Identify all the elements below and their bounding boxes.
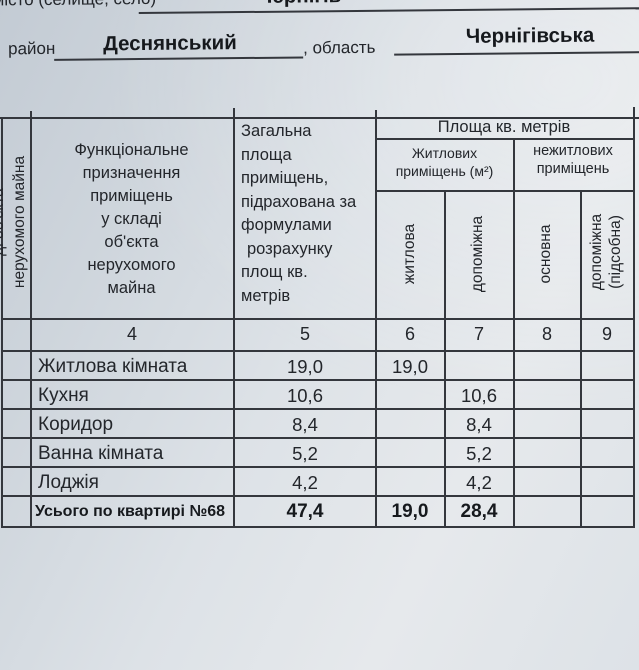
table-total-row: Усього по квартирі №68 47,4 19,0 28,4 bbox=[0, 497, 639, 526]
table-row: Лоджія 4,2 4,2 bbox=[0, 468, 639, 497]
subgroup-header-residential: Житлових приміщень (м²) bbox=[395, 145, 494, 179]
col-header-living-rotated: житлова bbox=[401, 223, 418, 285]
room-total-area: 10,6 bbox=[286, 385, 323, 406]
total-auxiliary-area-value: 28,4 bbox=[460, 501, 498, 522]
col-group-header-area-sq-m: Площа кв. метрів bbox=[437, 118, 571, 136]
col-divider bbox=[580, 190, 582, 528]
room-living-area bbox=[376, 381, 444, 410]
table-border-left bbox=[1, 117, 3, 528]
room-nonres-main-area bbox=[514, 352, 580, 381]
table-border-bottom bbox=[1, 526, 633, 528]
room-auxiliary-area: 5,2 bbox=[466, 443, 492, 464]
room-nonres-aux-area bbox=[581, 352, 633, 381]
room-total-area: 4,2 bbox=[292, 472, 318, 493]
room-total-area: 8,4 bbox=[292, 414, 318, 435]
room-nonres-aux-area bbox=[581, 439, 633, 468]
room-name: Кухня bbox=[38, 385, 89, 406]
room-name: Лоджія bbox=[38, 472, 99, 493]
room-name: Коридор bbox=[38, 414, 114, 435]
table-row: Кухня 10,6 10,6 bbox=[0, 381, 639, 410]
table-border-row bbox=[1, 495, 633, 497]
room-auxiliary-area bbox=[445, 352, 513, 381]
col-divider bbox=[30, 111, 32, 528]
table-border-under-subgroups bbox=[375, 190, 633, 192]
col-divider bbox=[233, 108, 235, 528]
table-row: Коридор 8,4 8,4 bbox=[0, 410, 639, 439]
table-border-row bbox=[1, 466, 633, 468]
col-header-auxiliary-rotated: допоміжна bbox=[469, 215, 486, 293]
room-nonres-main-area bbox=[514, 381, 580, 410]
column-number: 8 bbox=[541, 324, 552, 344]
subgroup-header-nonresidential: нежитлових приміщень bbox=[533, 143, 613, 177]
room-living-area bbox=[376, 468, 444, 497]
table-row: Ванна кімната 5,2 5,2 bbox=[0, 439, 639, 468]
room-nonres-aux-area bbox=[581, 381, 633, 410]
table-border-under-group bbox=[375, 138, 633, 140]
room-total-area: 5,2 bbox=[292, 443, 318, 464]
room-nonres-main-area bbox=[514, 410, 580, 439]
room-name: Житлова кімната bbox=[38, 356, 188, 377]
col-divider bbox=[513, 138, 515, 528]
col-header-main-rotated: основна bbox=[537, 224, 554, 284]
col-header-object-rotated: ді об'єкта нерухомого майна bbox=[0, 155, 28, 289]
room-auxiliary-area: 8,4 bbox=[466, 414, 492, 435]
column-number: 7 bbox=[473, 324, 484, 344]
room-nonres-aux-area bbox=[581, 410, 633, 439]
room-auxiliary-area: 10,6 bbox=[460, 385, 497, 406]
col-header-functional-purpose: Функціональне призначення приміщень у ск… bbox=[74, 141, 189, 297]
column-number: 4 bbox=[126, 324, 137, 344]
col-header-auxiliary-utility-rotated: допоміжна (підсобна) bbox=[588, 213, 624, 291]
table-border-row bbox=[1, 408, 633, 410]
col-divider bbox=[444, 190, 446, 528]
table-border-row bbox=[1, 350, 633, 352]
total-nonres-aux-value bbox=[581, 497, 633, 526]
room-living-area: 19,0 bbox=[391, 356, 428, 377]
table-border-above-numbers bbox=[1, 318, 633, 320]
table-border-right bbox=[633, 107, 635, 528]
room-nonres-aux-area bbox=[581, 468, 633, 497]
room-name: Ванна кімната bbox=[38, 443, 164, 464]
table-border-row bbox=[1, 437, 633, 439]
table-row: Житлова кімната 19,0 19,0 bbox=[0, 352, 639, 381]
total-area-value: 47,4 bbox=[286, 501, 324, 522]
total-nonres-main-value bbox=[514, 497, 580, 526]
table-border-row bbox=[1, 379, 633, 381]
total-row-label: Усього по квартирі №68 bbox=[35, 503, 226, 520]
column-number: 5 bbox=[299, 324, 310, 344]
room-living-area bbox=[376, 410, 444, 439]
column-number: 9 bbox=[601, 324, 612, 344]
room-auxiliary-area: 4,2 bbox=[466, 472, 492, 493]
total-living-area-value: 19,0 bbox=[391, 501, 429, 522]
col-header-total-area: Загальна площа приміщень, підрахована за… bbox=[241, 122, 357, 305]
column-number: 6 bbox=[404, 324, 415, 344]
table-border-top bbox=[0, 117, 639, 119]
room-total-area: 19,0 bbox=[286, 356, 323, 377]
room-nonres-main-area bbox=[514, 439, 580, 468]
col-divider bbox=[375, 110, 377, 528]
room-living-area bbox=[376, 439, 444, 468]
room-nonres-main-area bbox=[514, 468, 580, 497]
